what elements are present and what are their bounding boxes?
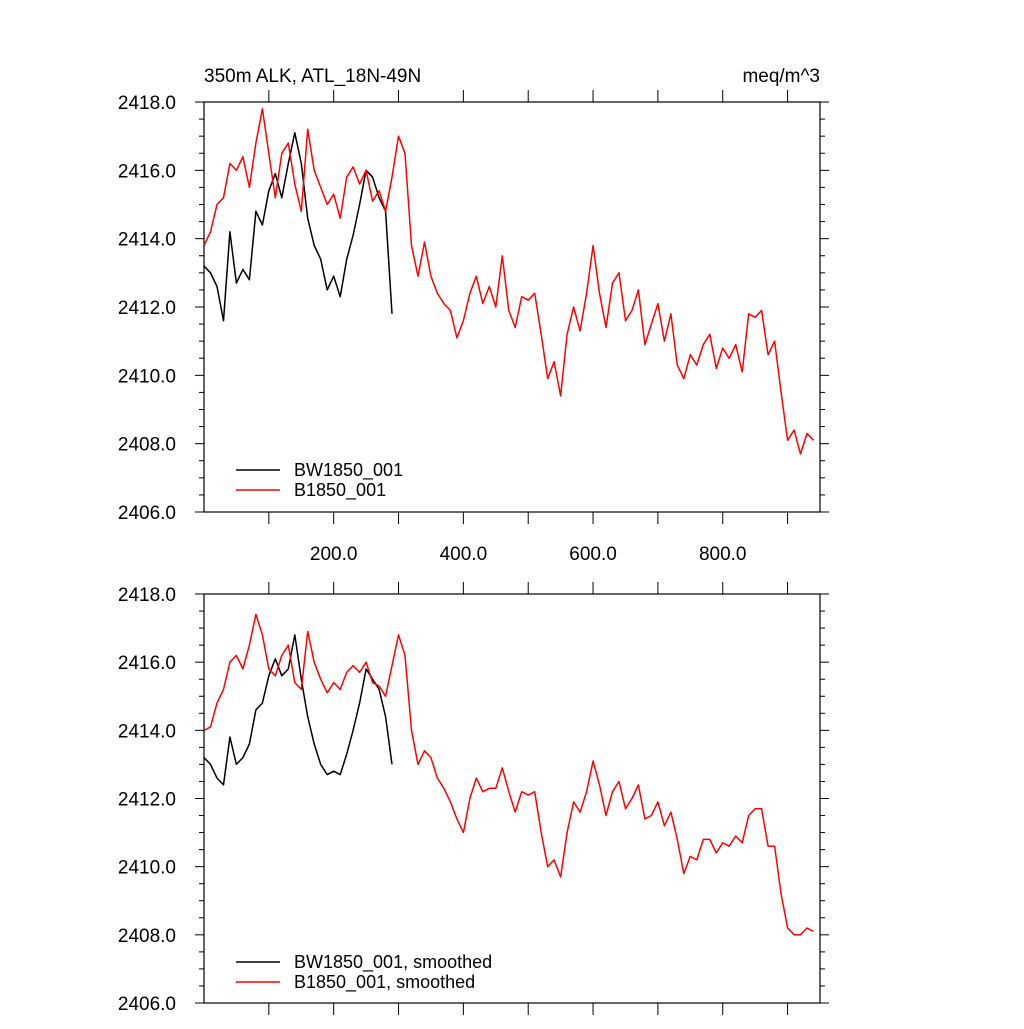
y-tick-label: 2410.0 <box>118 858 176 879</box>
y-tick-label: 2416.0 <box>118 161 176 182</box>
y-tick-label: 2414.0 <box>118 721 176 742</box>
legend-label: BW1850_001 <box>294 460 403 481</box>
series-line-b1850 <box>204 613 814 936</box>
y-tick-label: 2406.0 <box>118 994 176 1015</box>
x-tick-label: 800.0 <box>699 544 747 565</box>
y-tick-label: 2418.0 <box>118 585 176 606</box>
legend-label: B1850_001 <box>294 480 386 501</box>
y-tick-label: 2418.0 <box>118 93 176 114</box>
y-tick-label: 2408.0 <box>118 435 176 456</box>
y-tick-label: 2412.0 <box>118 298 176 319</box>
bottom-panel: 2406.0 2408.0 2410.0 2412.0 2414.0 2416.0 2418… <box>118 582 829 1015</box>
x-tick-label: 600.0 <box>569 544 617 565</box>
series-line-bw1850 <box>204 132 393 322</box>
y-tick-label: 2416.0 <box>118 653 176 674</box>
plot-frame <box>203 101 821 513</box>
y-tick-label: 2412.0 <box>118 790 176 811</box>
y-tick-label: 2406.0 <box>118 503 176 524</box>
y-tick-label: 2414.0 <box>118 230 176 251</box>
series-line-bw1850 <box>204 634 393 786</box>
legend-label: B1850_001, smoothed <box>294 972 475 993</box>
chart-title: 350m ALK, ATL_18N-49N <box>204 66 421 87</box>
x-tick-label: 400.0 <box>440 544 488 565</box>
top-panel: 2406.0 2408.0 2410.0 2412.0 2414.0 2416.0 2418… <box>118 66 829 565</box>
series-line-b1850 <box>204 108 815 455</box>
units-label: meq/m^3 <box>742 66 820 87</box>
y-tick-label: 2410.0 <box>118 366 176 387</box>
y-tick-label: 2408.0 <box>118 926 176 947</box>
x-tick-label: 200.0 <box>310 544 358 565</box>
plot-frame <box>203 593 821 1004</box>
legend-label: BW1850_001, smoothed <box>294 952 492 973</box>
